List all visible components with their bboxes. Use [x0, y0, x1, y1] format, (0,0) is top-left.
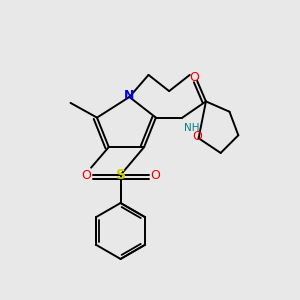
Text: N: N [124, 89, 135, 102]
Text: NH: NH [184, 123, 200, 133]
Text: S: S [116, 168, 126, 182]
Text: O: O [192, 130, 202, 143]
Text: O: O [189, 71, 199, 84]
Text: O: O [150, 169, 160, 182]
Text: O: O [81, 169, 91, 182]
